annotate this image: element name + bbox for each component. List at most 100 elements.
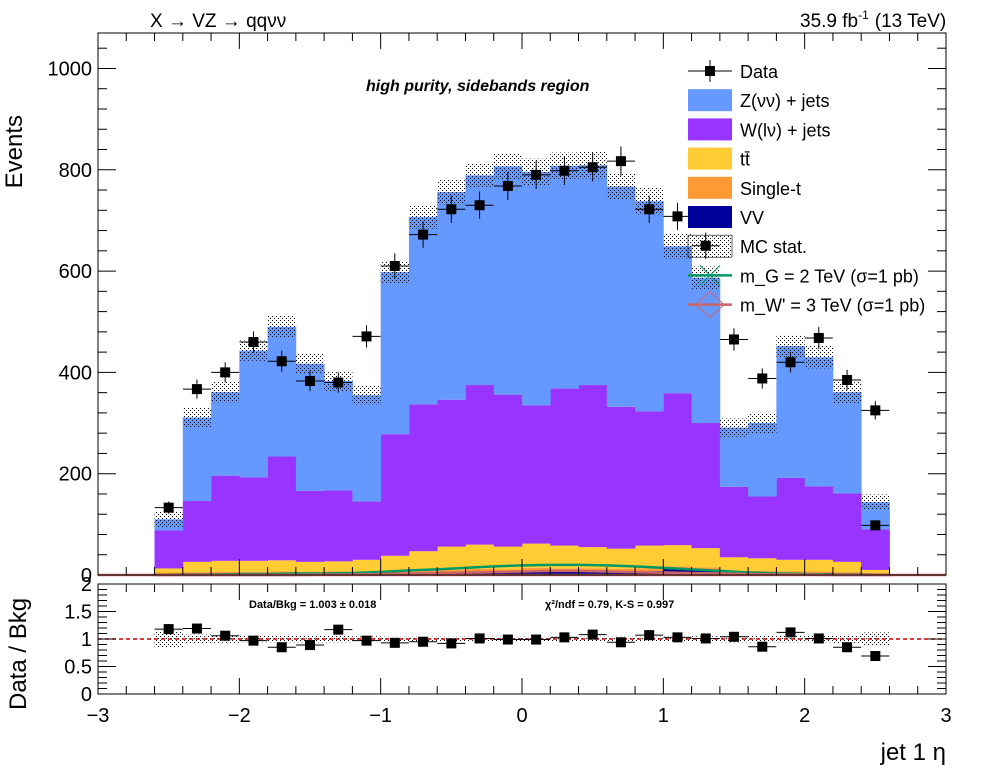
legend-label-1: Z(νν) + jets	[740, 91, 830, 111]
mc-stat-band-11	[465, 163, 494, 188]
bar-zjets-17	[635, 201, 664, 412]
bar-tt-14	[550, 545, 579, 569]
bar-wljets-9	[408, 404, 438, 552]
bar-tt-15	[578, 547, 608, 569]
bar-singlet-25	[861, 572, 890, 574]
bar-zjets-9	[408, 216, 438, 405]
ratio-point-22	[785, 627, 796, 638]
mc-stat-band-22	[776, 334, 805, 358]
bar-singlet-2	[211, 571, 240, 574]
bar-wljets-10	[437, 399, 466, 547]
data-point-24	[842, 374, 853, 385]
mc-stat-band-1	[182, 407, 212, 428]
legend-swatch-4	[688, 176, 732, 199]
ratio-point-5	[305, 640, 315, 651]
bar-zjets-15	[578, 165, 608, 386]
bar-wljets-16	[606, 406, 636, 549]
bar-vv-15	[578, 571, 608, 575]
bar-tt-19	[691, 548, 721, 568]
legend-swatch-2	[688, 118, 732, 141]
mc-stat-band-20	[719, 418, 749, 437]
bar-tt-17	[635, 545, 664, 569]
bar-wljets-4	[267, 456, 297, 561]
legend-label-8: m_W' = 3 TeV (σ=1 pb)	[740, 296, 925, 317]
bar-zjets-10	[437, 192, 466, 400]
data-point-15	[587, 162, 598, 173]
bar-zjets-14	[550, 165, 579, 389]
ratio-point-17	[644, 630, 655, 641]
bar-tt-2	[211, 560, 240, 572]
mc-stat-band-5	[295, 353, 325, 374]
bar-singlet-11	[465, 568, 495, 572]
data-point-1	[191, 384, 202, 395]
bar-tt-3	[239, 560, 268, 572]
bar-wljets-25	[861, 529, 890, 570]
ratio-point-1	[191, 623, 202, 634]
ratio-summary-right: χ²/ndf = 0.79, K-S = 0.997	[545, 599, 674, 611]
bar-singlet-16	[606, 568, 636, 572]
bar-vv-13	[522, 570, 551, 575]
ratio-point-18	[672, 632, 683, 643]
y-tick-label-5: 1000	[48, 58, 93, 80]
y-tick-label-3: 600	[59, 261, 92, 283]
data-point-21	[757, 373, 768, 384]
x-tick-label-3: 0	[516, 705, 527, 727]
mc-stat-band-7	[352, 386, 381, 405]
ratio-point-10	[446, 638, 457, 649]
ratio-point-15	[587, 629, 598, 640]
bar-wljets-18	[663, 393, 692, 546]
bar-wljets-7	[352, 501, 382, 560]
data-point-3	[248, 336, 259, 347]
ratio-summary-left: Data/Bkg = 1.003 ± 0.018	[249, 599, 376, 611]
data-point-22	[785, 357, 796, 368]
x-tick-label-1: −2	[228, 705, 251, 727]
bar-wljets-8	[380, 434, 410, 556]
y-tick-label-1: 200	[59, 464, 92, 486]
bar-wljets-5	[295, 490, 325, 562]
ratio-point-19	[700, 633, 711, 644]
ratio-point-7	[361, 635, 372, 646]
bar-singlet-0	[154, 572, 184, 574]
bar-wljets-15	[578, 385, 608, 548]
ratio-plot-frame	[97, 583, 947, 695]
legend-label-3: tt̄	[740, 150, 750, 170]
bar-wljets-0	[154, 530, 184, 569]
data-point-6	[333, 377, 344, 388]
legend-label-5: VV	[740, 208, 764, 228]
bar-wljets-13	[522, 405, 551, 544]
ratio-point-23	[813, 633, 824, 644]
mc-stat-band-2	[211, 382, 240, 403]
bar-wljets-6	[324, 490, 353, 562]
ratio-point-2	[220, 630, 231, 641]
legend: Data Z(νν) + jets W(lν) + jets tt̄ Single-t V…	[687, 60, 925, 319]
data-point-13	[531, 169, 542, 180]
y-axis-title: Events	[1, 115, 28, 188]
ratio-point-21	[757, 641, 768, 652]
data-point-18	[672, 211, 683, 222]
bar-tt-12	[493, 546, 523, 570]
bar-tt-6	[324, 561, 353, 572]
data-point-16	[615, 156, 626, 167]
mc-stat-band-9	[408, 205, 438, 229]
bar-singlet-13	[522, 567, 551, 571]
legend-marker-data	[705, 66, 715, 76]
legend-label-0: Data	[740, 62, 779, 82]
region-label: high purity, sidebands region	[366, 78, 590, 95]
bar-singlet-1	[182, 571, 212, 574]
bar-vv-16	[606, 571, 636, 575]
bar-wljets-17	[635, 411, 664, 546]
bar-wljets-19	[691, 423, 721, 549]
mc-stat-band-25	[861, 494, 890, 510]
legend-swatch-5	[688, 206, 732, 228]
bar-wljets-11	[465, 385, 495, 545]
ratio-y-tick-label-1: 0.5	[64, 657, 92, 679]
data-point-9	[418, 229, 429, 240]
ratio-point-4	[276, 642, 287, 653]
bar-zjets-18	[663, 246, 692, 394]
legend-marker-cross	[699, 265, 721, 286]
data-point-2	[220, 367, 231, 378]
ratio-point-24	[842, 642, 853, 653]
legend-label-2: W(lν) + jets	[740, 120, 831, 140]
bar-tt-8	[380, 555, 410, 571]
